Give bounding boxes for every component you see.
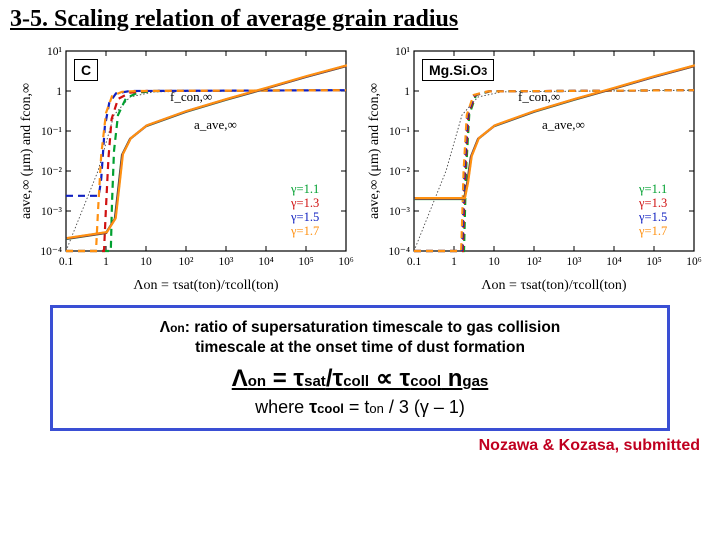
svg-text:aave,∞ (μm) and fcon,∞: aave,∞ (μm) and fcon,∞ <box>367 83 382 219</box>
svg-text:1: 1 <box>103 256 109 268</box>
svg-text:Λon = τsat(ton)/τcoll(ton): Λon = τsat(ton)/τcoll(ton) <box>481 278 626 293</box>
svg-text:γ=1.1: γ=1.1 <box>638 182 667 196</box>
page-title: 3-5. Scaling relation of average grain r… <box>0 0 720 35</box>
svg-text:10⁻³: 10⁻³ <box>41 206 63 218</box>
svg-text:1: 1 <box>56 86 62 98</box>
svg-text:10³: 10³ <box>219 256 235 268</box>
svg-text:10²: 10² <box>179 256 195 268</box>
svg-text:10⁻¹: 10⁻¹ <box>389 126 411 138</box>
chart-c-svg: 0.111010²10³10⁴10⁵10⁶10⁻⁴10⁻³10⁻²10⁻¹110… <box>16 37 356 297</box>
svg-text:10⁴: 10⁴ <box>606 256 622 268</box>
chart-mgsio3: Mg.Si.O3 0.111010²10³10⁴10⁵10⁶10⁻⁴10⁻³10… <box>364 37 704 297</box>
equation-sub: where τcool = ton / 3 (γ – 1) <box>69 397 651 418</box>
svg-text:10¹: 10¹ <box>47 46 63 58</box>
svg-text:aave,∞ (μm) and fcon,∞: aave,∞ (μm) and fcon,∞ <box>19 83 34 219</box>
equation-main: Λon = τsat/τcoll ∝ τcool ngas <box>69 364 651 393</box>
svg-text:10³: 10³ <box>567 256 583 268</box>
svg-text:γ=1.3: γ=1.3 <box>638 196 667 210</box>
svg-text:10⁻²: 10⁻² <box>389 166 411 178</box>
svg-text:10⁻¹: 10⁻¹ <box>41 126 63 138</box>
chart-c: C 0.111010²10³10⁴10⁵10⁶10⁻⁴10⁻³10⁻²10⁻¹1… <box>16 37 356 297</box>
info-box: Λon: ratio of supersaturation timescale … <box>50 305 670 431</box>
svg-text:1: 1 <box>404 86 410 98</box>
svg-text:Λon = τsat(ton)/τcoll(ton): Λon = τsat(ton)/τcoll(ton) <box>133 278 278 293</box>
svg-text:10²: 10² <box>527 256 543 268</box>
svg-text:γ=1.7: γ=1.7 <box>638 224 667 238</box>
svg-text:γ=1.1: γ=1.1 <box>290 182 319 196</box>
svg-text:f_con,∞: f_con,∞ <box>518 89 560 104</box>
info-line1: Λon: ratio of supersaturation timescale … <box>69 318 651 358</box>
svg-text:10⁻³: 10⁻³ <box>389 206 411 218</box>
svg-text:a_ave,∞: a_ave,∞ <box>194 117 237 132</box>
svg-text:γ=1.3: γ=1.3 <box>290 196 319 210</box>
svg-text:10⁵: 10⁵ <box>646 256 662 268</box>
svg-text:1: 1 <box>451 256 457 268</box>
svg-text:10⁶: 10⁶ <box>686 256 702 268</box>
svg-text:10⁵: 10⁵ <box>298 256 314 268</box>
svg-text:10¹: 10¹ <box>395 46 411 58</box>
svg-text:10⁴: 10⁴ <box>258 256 274 268</box>
material-label-mgsio3: Mg.Si.O3 <box>422 59 494 81</box>
svg-text:γ=1.5: γ=1.5 <box>638 210 667 224</box>
svg-text:γ=1.7: γ=1.7 <box>290 224 319 238</box>
material-label-c: C <box>74 59 98 81</box>
credit-line: Nozawa & Kozasa, submitted <box>0 431 720 455</box>
svg-text:10: 10 <box>140 256 152 268</box>
svg-text:a_ave,∞: a_ave,∞ <box>542 117 585 132</box>
svg-text:10⁶: 10⁶ <box>338 256 354 268</box>
svg-text:10: 10 <box>488 256 500 268</box>
svg-text:10⁻²: 10⁻² <box>41 166 63 178</box>
svg-text:10⁻⁴: 10⁻⁴ <box>40 246 62 258</box>
chart-mgsio3-svg: 0.111010²10³10⁴10⁵10⁶10⁻⁴10⁻³10⁻²10⁻¹110… <box>364 37 704 297</box>
svg-text:10⁻⁴: 10⁻⁴ <box>388 246 410 258</box>
charts-row: C 0.111010²10³10⁴10⁵10⁶10⁻⁴10⁻³10⁻²10⁻¹1… <box>0 37 720 297</box>
svg-text:f_con,∞: f_con,∞ <box>170 89 212 104</box>
svg-text:γ=1.5: γ=1.5 <box>290 210 319 224</box>
